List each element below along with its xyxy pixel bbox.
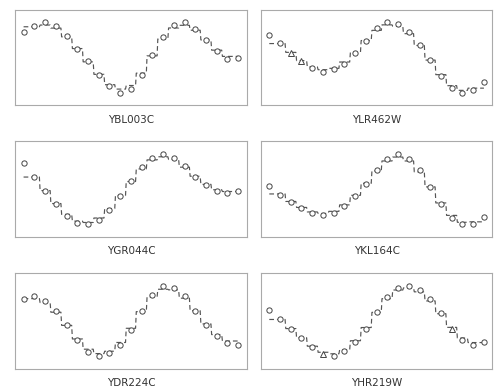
- Text: YKL164C: YKL164C: [354, 246, 400, 256]
- Text: YBL003C: YBL003C: [108, 115, 154, 125]
- Text: YGR044C: YGR044C: [106, 246, 155, 256]
- Text: YDR224C: YDR224C: [106, 378, 155, 388]
- Text: YLR462W: YLR462W: [352, 115, 401, 125]
- Text: YHR219W: YHR219W: [351, 378, 402, 388]
